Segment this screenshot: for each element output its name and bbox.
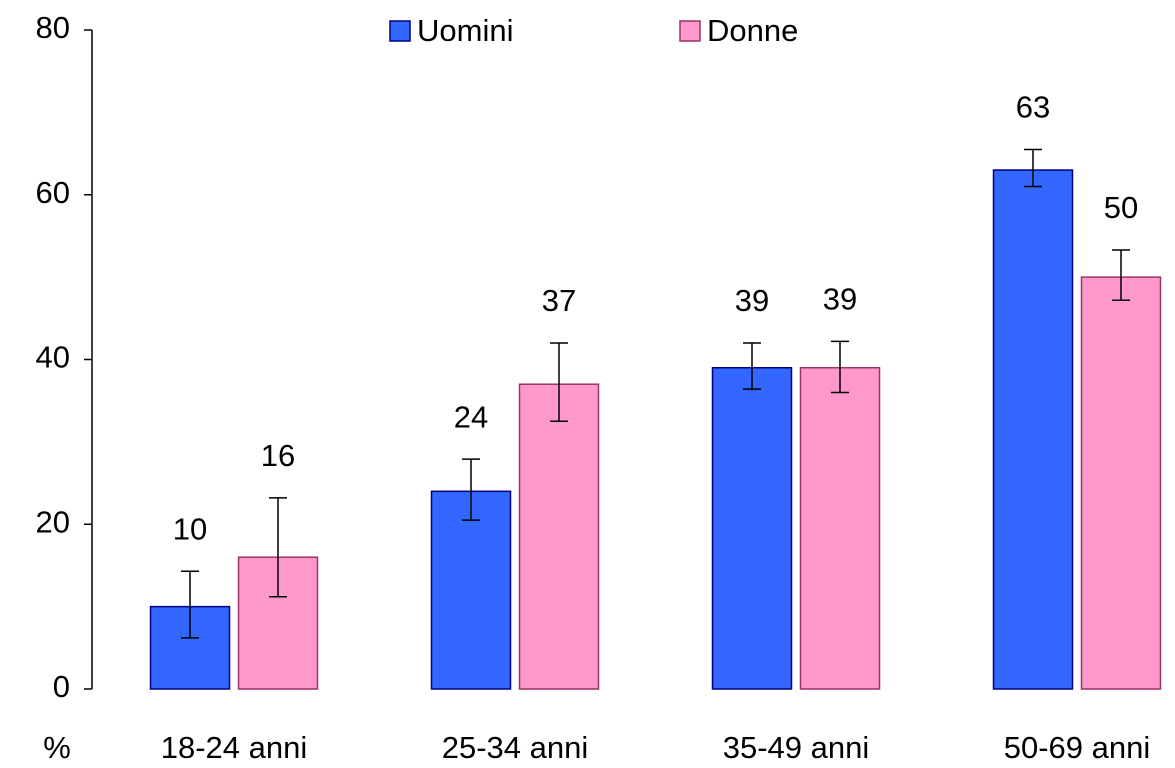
legend-label: Donne (707, 13, 798, 48)
y-tick-label: 40 (36, 340, 70, 375)
error-bar (743, 342, 761, 390)
error-bar (831, 340, 849, 394)
error-bar (550, 342, 568, 423)
error-bar (1024, 148, 1042, 188)
bar (430, 490, 512, 690)
error-bar (1112, 249, 1130, 301)
value-label: 16 (261, 438, 295, 473)
x-tick-label: 18-24 anni (161, 730, 308, 765)
legend-swatch (389, 20, 411, 42)
x-tick-label: 25-34 anni (442, 730, 589, 765)
y-tick-label: 20 (36, 504, 70, 539)
value-label: 63 (1016, 90, 1050, 125)
error-bar (462, 458, 480, 521)
value-label: 50 (1104, 190, 1138, 225)
value-label: 24 (454, 399, 488, 434)
y-tick-label: 80 (36, 10, 70, 45)
x-tick-label: 50-69 anni (1004, 730, 1151, 765)
value-label: 39 (823, 282, 857, 317)
error-bar (269, 497, 287, 598)
x-tick-label: 35-49 anni (723, 730, 870, 765)
value-label: 39 (735, 283, 769, 318)
value-label: 37 (542, 283, 576, 318)
bar (711, 366, 793, 690)
bar (1080, 276, 1162, 690)
legend-swatch (679, 20, 701, 42)
y-tick-label: 0 (53, 669, 70, 704)
y-tick-label: 60 (36, 175, 70, 210)
legend-label: Uomini (417, 13, 513, 48)
error-bar (181, 570, 199, 639)
y-axis-label: % (43, 730, 71, 765)
bar (799, 366, 881, 690)
bar (992, 169, 1074, 690)
value-label: 10 (173, 511, 207, 546)
bar (518, 383, 600, 690)
